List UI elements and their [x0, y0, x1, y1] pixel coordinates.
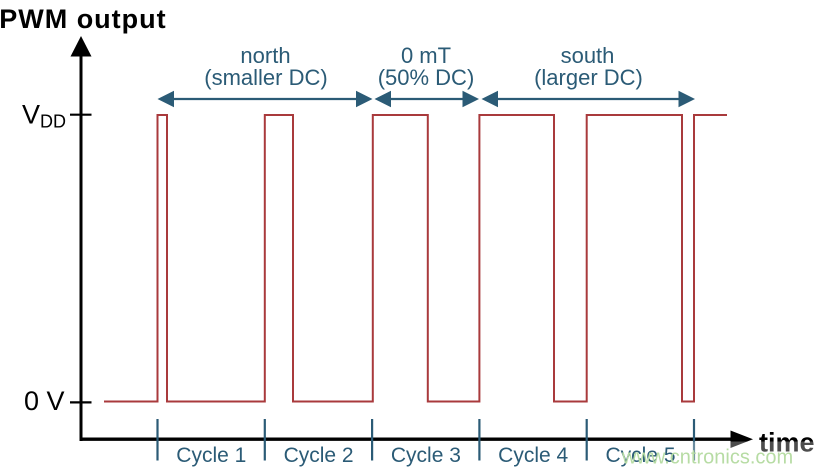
svg-text:(50% DC): (50% DC) — [378, 65, 475, 90]
svg-text:time: time — [759, 428, 814, 458]
svg-text:(larger DC): (larger DC) — [534, 65, 643, 90]
svg-text:south: south — [561, 43, 615, 68]
svg-text:Cycle 5: Cycle 5 — [605, 444, 675, 467]
svg-text:PWM output: PWM output — [0, 4, 167, 34]
svg-text:Cycle 4: Cycle 4 — [498, 444, 568, 467]
svg-text:VDD: VDD — [22, 100, 66, 132]
svg-text:north: north — [240, 43, 290, 68]
svg-text:(smaller DC): (smaller DC) — [204, 65, 327, 90]
svg-text:www.cntronics.com: www.cntronics.com — [621, 447, 793, 469]
svg-text:Cycle 2: Cycle 2 — [284, 444, 354, 467]
svg-text:0 mT: 0 mT — [401, 43, 451, 68]
svg-text:Cycle 3: Cycle 3 — [391, 444, 461, 467]
svg-text:Cycle 1: Cycle 1 — [176, 444, 246, 467]
svg-text:0 V: 0 V — [24, 386, 65, 416]
